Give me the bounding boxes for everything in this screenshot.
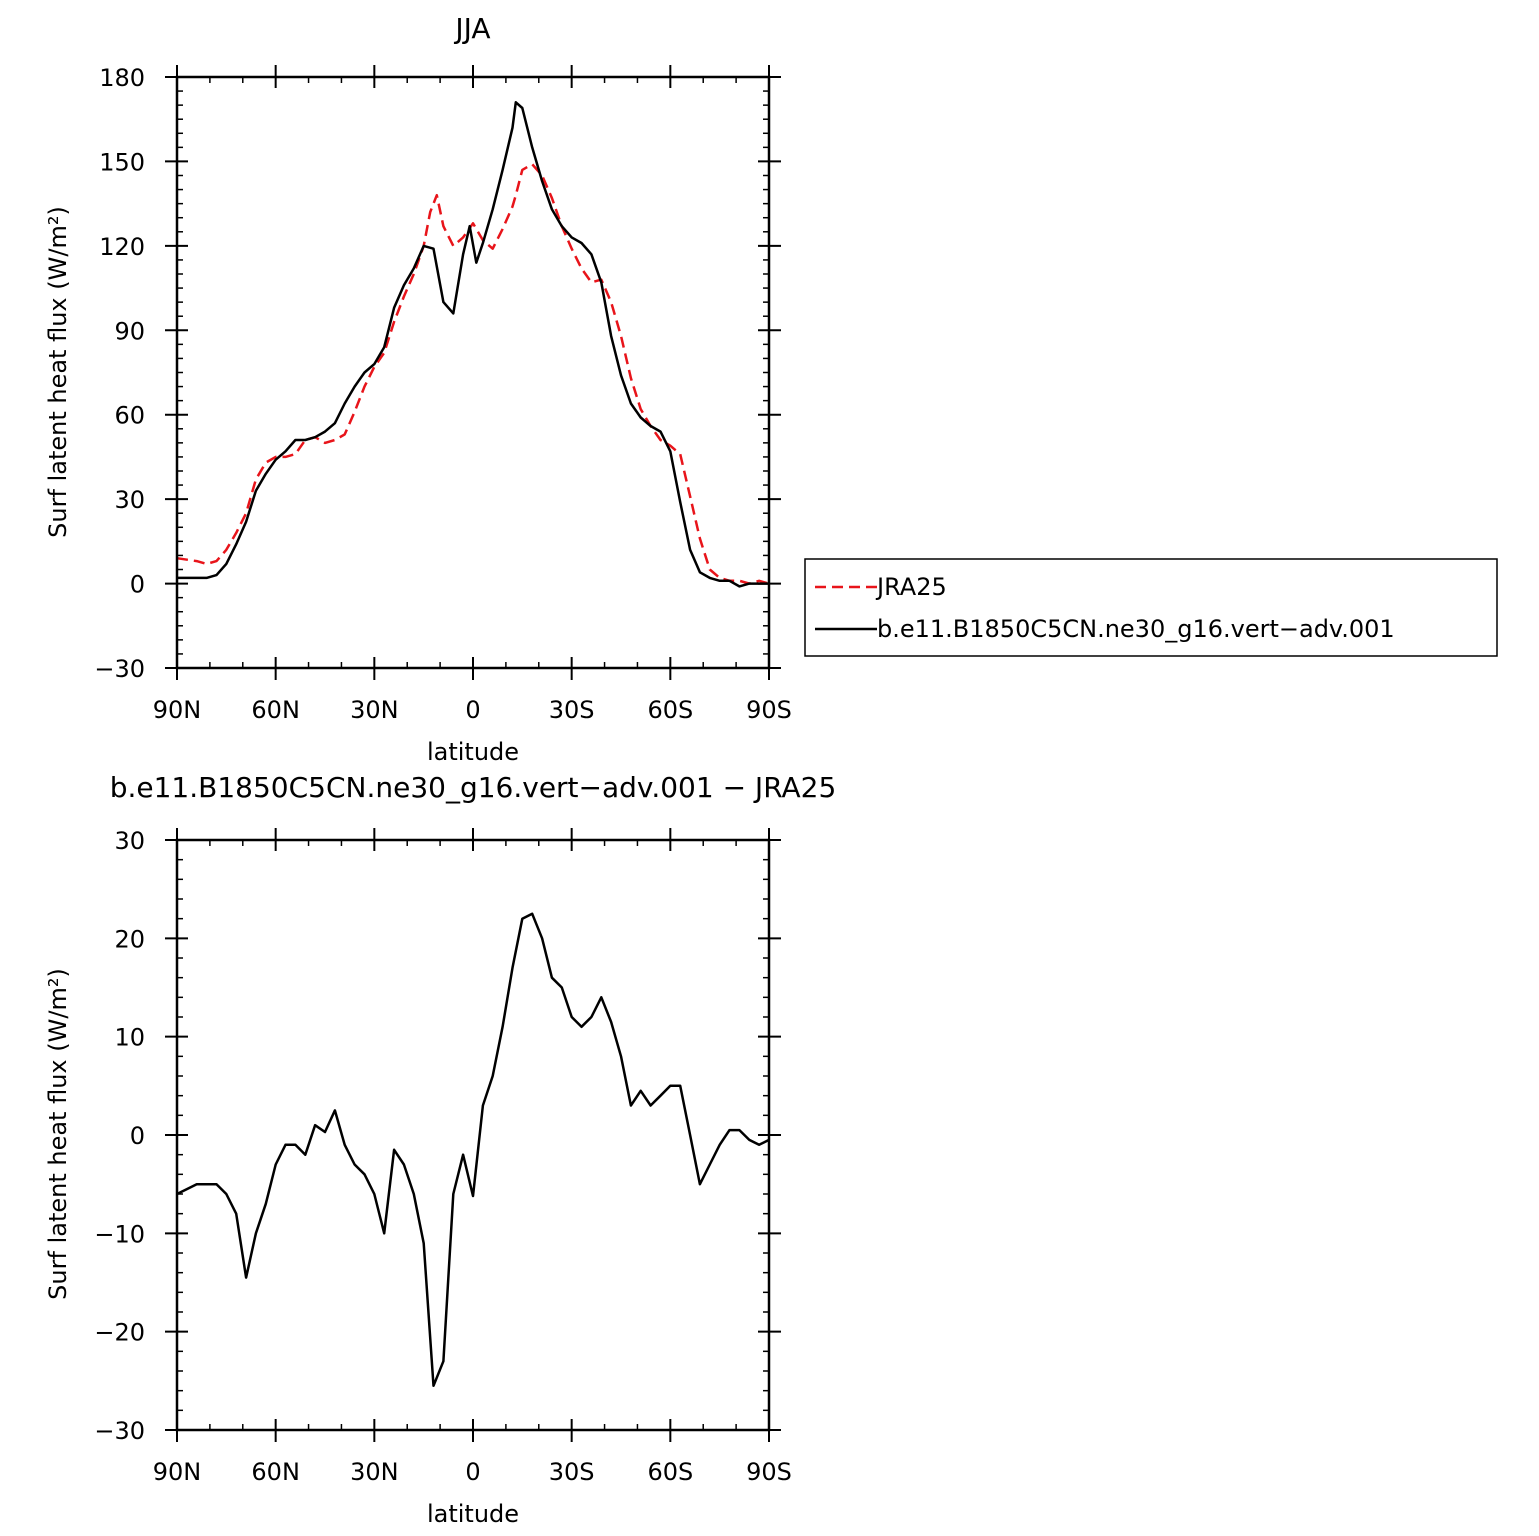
legend-box — [804, 558, 1498, 657]
bottom-x-tick-label: 30N — [350, 1458, 399, 1486]
bottom-x-tick-label: 0 — [465, 1458, 480, 1486]
top-y-tick-label: 150 — [99, 148, 145, 176]
top-y-tick-label: 30 — [114, 486, 145, 514]
top-y-axis-label: Surf latent heat flux (W/m²) — [44, 206, 72, 538]
bottom-y-tick-label: 20 — [114, 925, 145, 953]
bottom-series-line-model — [176, 912, 770, 1388]
bottom-plot-title: b.e11.B1850C5CN.ne30_g16.vert−adv.001 − … — [110, 771, 837, 804]
bottom-y-tick-label: −10 — [94, 1220, 145, 1248]
bottom-x-tick-label: 30S — [549, 1458, 595, 1486]
bottom-y-tick-label: 10 — [114, 1024, 145, 1052]
bottom-y-tick-label: −20 — [94, 1319, 145, 1347]
top-x-tick-label: 90S — [746, 696, 792, 724]
top-series-lines — [176, 101, 770, 588]
bottom-x-axis-label: latitude — [427, 1500, 519, 1528]
top-x-axis-label: latitude — [427, 738, 519, 766]
top-y-tick-label: −30 — [94, 655, 145, 683]
top-x-tick-label: 30N — [350, 696, 399, 724]
top-y-tick-label: 60 — [114, 402, 145, 430]
bottom-y-axis-label: Surf latent heat flux (W/m²) — [44, 968, 72, 1300]
top-panel: JJA latitude Surf latent heat flux (W/m²… — [44, 12, 792, 766]
legend-label-jra25: JRA25 — [875, 573, 947, 601]
bottom-y-tick-label: 0 — [130, 1122, 145, 1150]
top-y-tick-label: 0 — [130, 571, 145, 599]
top-y-tick-label: 180 — [99, 64, 145, 92]
bottom-panel: b.e11.B1850C5CN.ne30_g16.vert−adv.001 − … — [44, 771, 836, 1528]
bottom-axis-ticks: 90N 60N 30N 0 30S 60S 90S −30 −20 −10 0 10 20 30 — [94, 827, 792, 1486]
top-y-tick-label: 90 — [114, 317, 145, 345]
legend: JRA25 b.e11.B1850C5CN.ne30_g16.vert−adv.… — [804, 558, 1498, 657]
top-x-tick-label: 0 — [465, 696, 480, 724]
bottom-plot-frame — [175, 838, 771, 1432]
bottom-y-tick-label: 30 — [114, 827, 145, 855]
top-plot-title: JJA — [453, 12, 490, 45]
bottom-series-lines — [176, 912, 770, 1388]
bottom-y-tick-label: −30 — [94, 1417, 145, 1445]
top-y-tick-label: 120 — [99, 233, 145, 261]
top-x-tick-label: 90N — [153, 696, 202, 724]
legend-label-model: b.e11.B1850C5CN.ne30_g16.vert−adv.001 — [877, 615, 1395, 643]
bottom-x-tick-label: 60S — [647, 1458, 693, 1486]
bottom-x-tick-label: 60N — [251, 1458, 300, 1486]
top-x-tick-label: 30S — [549, 696, 595, 724]
top-series-line-jra25 — [176, 162, 770, 585]
top-axis-ticks: 90N 60N 30N 0 30S 60S 90S −30 0 30 60 90 120 150 180 — [94, 64, 792, 724]
bottom-x-tick-label: 90S — [746, 1458, 792, 1486]
top-plot-frame — [175, 75, 771, 670]
top-series-line-model — [177, 101, 769, 588]
top-x-tick-label: 60N — [251, 696, 300, 724]
bottom-x-tick-label: 90N — [153, 1458, 202, 1486]
top-x-tick-label: 60S — [647, 696, 693, 724]
